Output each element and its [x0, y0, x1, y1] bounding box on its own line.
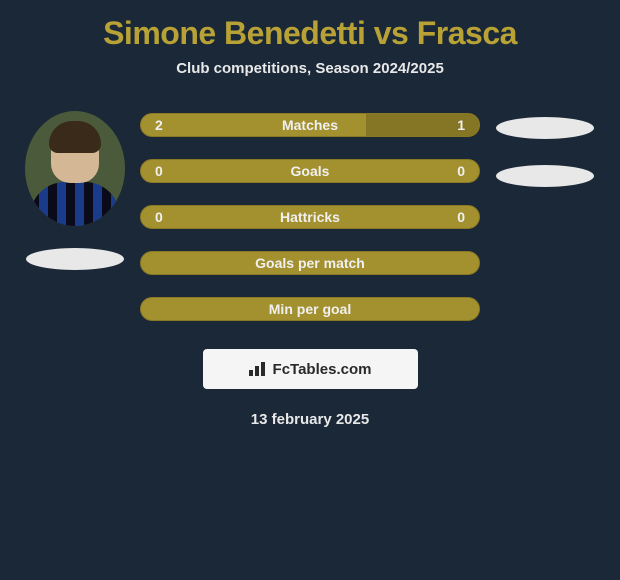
stat-bar-hattricks: 0 Hattricks 0	[140, 205, 480, 229]
player-left-shadow	[26, 248, 124, 270]
stat-bar-matches: 2 Matches 1	[140, 113, 480, 137]
stat-bars: 2 Matches 1 0 Goals 0 0 Hattricks 0 Goal…	[140, 113, 480, 321]
stat-bar-goals-per-match: Goals per match	[140, 251, 480, 275]
stat-label: Goals per match	[255, 255, 365, 271]
player-right-column	[485, 101, 605, 321]
player-right-shadow-2	[496, 165, 594, 187]
stat-label: Min per goal	[269, 301, 351, 317]
watermark-badge: FcTables.com	[203, 349, 418, 389]
stat-bar-goals: 0 Goals 0	[140, 159, 480, 183]
subtitle: Club competitions, Season 2024/2025	[176, 60, 444, 77]
date-label: 13 february 2025	[251, 411, 369, 428]
player-left-avatar	[25, 111, 125, 226]
stat-label: Goals	[291, 163, 330, 179]
player-right-shadow-1	[496, 117, 594, 139]
stat-left-value: 2	[155, 117, 163, 133]
watermark-text: FcTables.com	[273, 361, 372, 378]
player-left-column	[15, 101, 135, 321]
stat-right-value: 0	[457, 163, 465, 179]
stat-right-value: 1	[457, 117, 465, 133]
stat-bar-min-per-goal: Min per goal	[140, 297, 480, 321]
comparison-card: Simone Benedetti vs Frasca Club competit…	[0, 0, 620, 443]
bar-chart-icon	[249, 362, 267, 376]
stat-left-value: 0	[155, 163, 163, 179]
stat-label: Matches	[282, 117, 338, 133]
avatar-graphic	[25, 111, 125, 226]
stat-left-value: 0	[155, 209, 163, 225]
compare-area: 2 Matches 1 0 Goals 0 0 Hattricks 0 Goal…	[10, 101, 610, 321]
page-title: Simone Benedetti vs Frasca	[103, 15, 517, 52]
stat-label: Hattricks	[280, 209, 340, 225]
stat-right-value: 0	[457, 209, 465, 225]
